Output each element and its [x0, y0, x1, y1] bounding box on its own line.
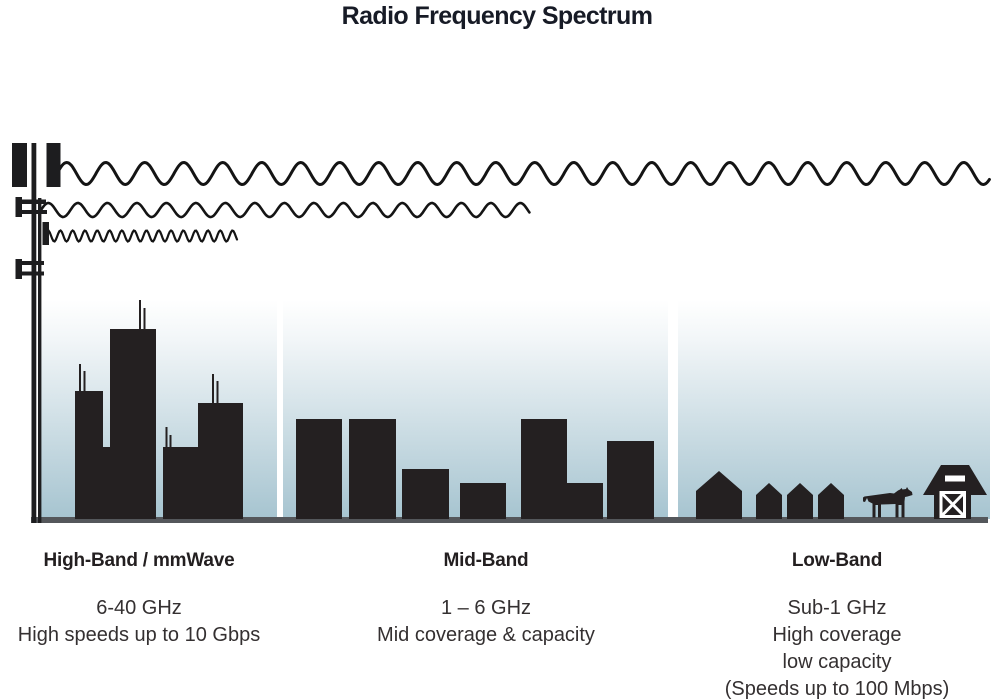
barn-icon [923, 465, 987, 519]
high-band-frequency: 6-40 GHz [96, 597, 182, 619]
cow-icon [863, 487, 913, 518]
high-band-label: High-Band / mmWave 6-40 GHz High speeds … [18, 550, 260, 649]
radio-waves [39, 160, 991, 243]
high-band-short-wavelength-wave-icon [43, 229, 239, 243]
high-band-speed: High speeds up to 10 Gbps [17, 624, 261, 646]
low-band-label: Low-Band Sub-1 GHz High coverage low cap… [725, 550, 950, 700]
low-band-long-wavelength-wave-icon [55, 160, 991, 187]
high-band-title: High-Band / mmWave [43, 550, 235, 571]
city-skyline-icon [75, 300, 243, 519]
mid-band-frequency: 1 – 6 GHz [440, 597, 532, 619]
mid-band-label: Mid-Band 1 – 6 GHz Mid coverage & capaci… [377, 550, 595, 649]
mid-band-sky-panel [283, 300, 668, 519]
page-title: Radio Frequency Spectrum [341, 2, 653, 30]
mid-rise-buildings-icon [296, 419, 654, 519]
low-band-frequency: Sub-1 GHz [787, 597, 887, 619]
cell-tower-icon [12, 143, 61, 523]
low-band-title: Low-Band [791, 550, 883, 571]
mid-band-coverage: Mid coverage & capacity [377, 624, 595, 646]
ground-line [31, 517, 988, 523]
rural-houses-icon [696, 471, 844, 519]
low-band-capacity: low capacity [782, 651, 892, 673]
mid-band-medium-wavelength-wave-icon [39, 201, 531, 219]
mid-band-title: Mid-Band [443, 550, 529, 571]
low-band-coverage: High coverage [772, 624, 902, 646]
low-band-speed: (Speeds up to 100 Mbps) [724, 678, 950, 700]
